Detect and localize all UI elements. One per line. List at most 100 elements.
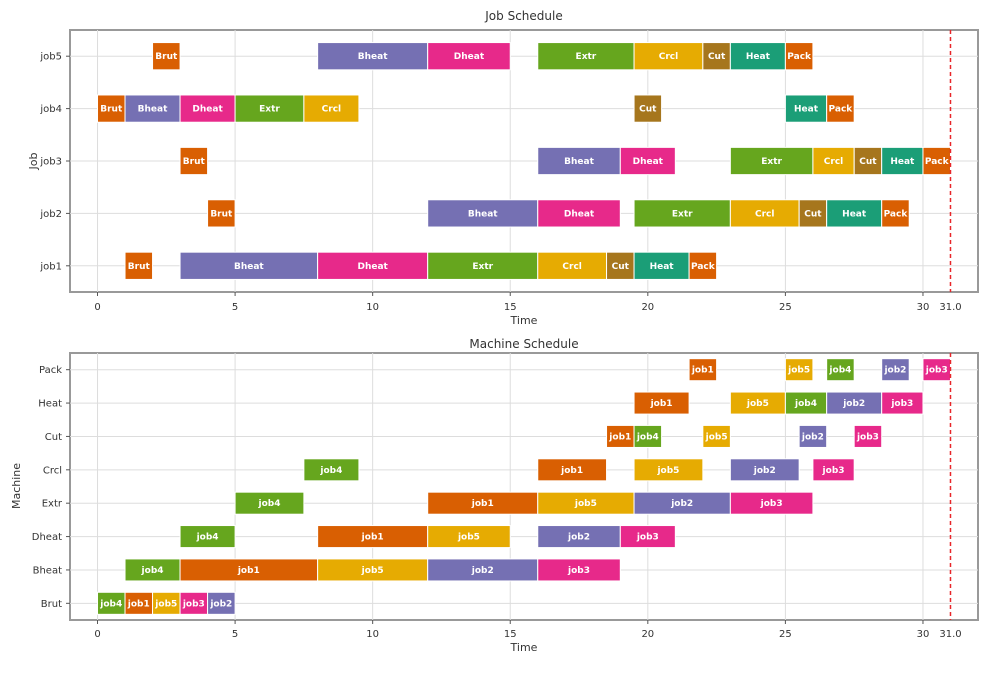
task-label: Brut [128,262,151,272]
task-label: Cut [708,52,726,62]
x-tick-label: 10 [366,629,379,640]
task-label: Dheat [633,157,664,167]
task-label: job5 [656,466,679,476]
x-tick-label: 20 [641,302,654,313]
task-label: job5 [787,366,810,376]
task-bar [702,42,731,71]
task-label: job2 [471,566,494,576]
task-bar [729,458,800,482]
task-label: job3 [890,399,913,409]
task-bar [303,94,360,123]
task-bar [537,199,621,228]
task-label: Heat [746,52,771,62]
x-tick-label: 25 [779,629,792,640]
task-bar [826,94,855,123]
task-bar [633,42,704,71]
task-label: Extr [576,52,597,62]
task-label: job5 [457,533,480,543]
task-bar [798,424,828,448]
task-bar [729,199,800,228]
task-bar [234,491,305,515]
y-axis-label: Machine [10,463,23,509]
task-label: job1 [608,432,631,442]
task-label: job2 [670,499,693,509]
task-label: Crcl [755,209,774,219]
task-label: job2 [801,432,824,442]
task-label: job5 [574,499,597,509]
task-bar [537,458,608,482]
task-label: job3 [822,466,845,476]
task-bar [633,251,690,280]
task-label: job5 [361,566,384,576]
task-label: job2 [567,533,590,543]
task-bar [784,358,814,382]
y-axis-label: Job [27,153,40,171]
task-label: Extr [472,262,493,272]
task-label: Bheat [358,52,388,62]
task-label: Dheat [454,52,485,62]
task-label: Heat [890,157,915,167]
chart-title: Job Schedule [484,9,562,23]
task-label: Dheat [192,105,223,115]
task-label: Bheat [138,105,168,115]
x-tick-label: 20 [641,629,654,640]
job-schedule-panel: 0 5 10 15 20 25 30 job1 job2 job3 job4 job5 Brut Bhea… [27,9,979,327]
task-bar [826,199,883,228]
y-tick-label: Dheat [32,532,62,543]
task-bar [317,251,429,280]
task-bar [179,146,209,176]
task-label: Heat [650,262,675,272]
x-tick-label: 5 [232,629,238,640]
task-label: Crcl [824,157,843,167]
task-bar [812,458,855,482]
x-tick-label: 15 [504,629,517,640]
task-bar [881,199,910,228]
machine-schedule-panel: 0 5 10 15 20 25 30 Brut Bheat Dheat Extr Crcl Cut Hea… [10,337,979,654]
x-axis-label: Time [510,641,538,654]
task-label: job1 [127,599,150,609]
task-label: job3 [925,366,948,376]
y-tick-label: Cut [45,432,62,443]
task-label: job3 [636,533,659,543]
task-label: Cut [804,209,822,219]
task-label: Brut [155,52,178,62]
task-label: Bheat [564,157,594,167]
task-bar [97,94,126,123]
task-label: Dheat [357,262,388,272]
task-label: Crcl [562,262,581,272]
task-bar [152,42,181,71]
task-label: Brut [183,157,206,167]
task-bar [729,42,786,71]
task-bar [633,94,663,123]
task-label: job3 [856,432,879,442]
task-label: Brut [210,209,233,219]
task-bar [881,146,924,176]
task-bar [303,458,360,482]
task-bar [784,42,814,71]
task-bar [537,558,621,582]
task-label: job5 [705,432,728,442]
task-bar [853,146,883,176]
task-label: job2 [209,599,232,609]
task-bar [881,391,924,415]
task-label: Heat [794,105,819,115]
x-tick-label: 0 [94,629,100,640]
task-bar [729,146,814,176]
task-bar [633,391,690,415]
task-label: job1 [361,533,384,543]
task-bar [826,358,855,382]
x-tick-label: 25 [779,302,792,313]
task-bar [207,199,236,228]
y-tick-label: job2 [39,209,62,220]
task-bar [234,94,305,123]
task-label: job4 [636,432,659,442]
task-label: job4 [99,599,122,609]
y-tick-label: Brut [41,599,62,610]
task-label: Pack [925,157,950,167]
task-label: Bheat [234,262,264,272]
task-bar [633,458,704,482]
x-tick-label: 30 [917,302,930,313]
task-label: job2 [753,466,776,476]
x-tick-label: 10 [366,302,379,313]
task-bar [922,146,951,176]
